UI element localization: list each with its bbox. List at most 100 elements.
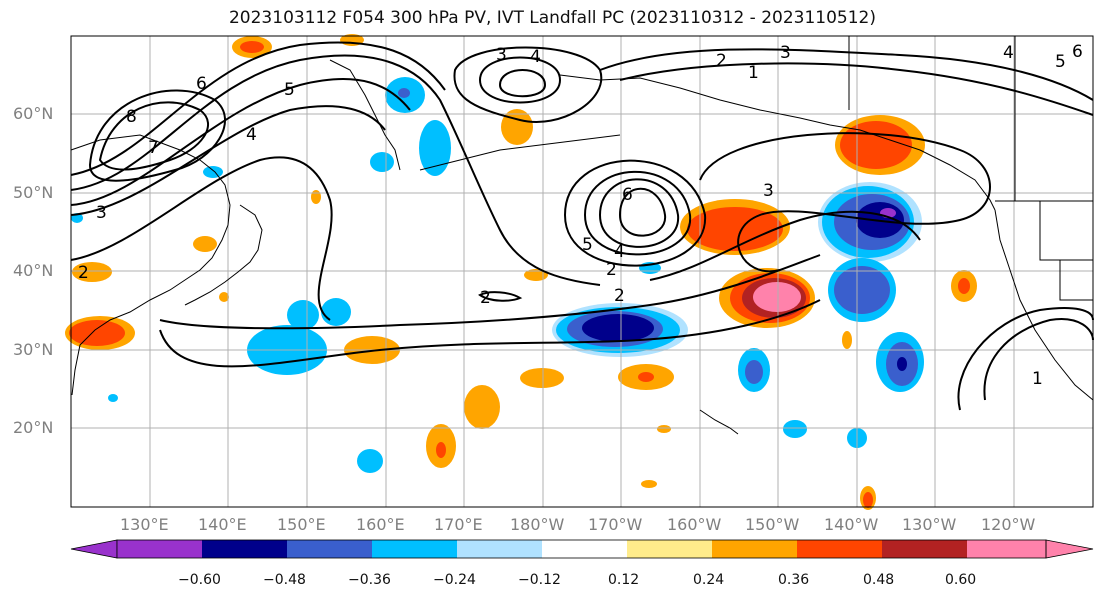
colorbar-extend-low	[70, 539, 118, 559]
colorbar-tick-label: −0.36	[348, 572, 391, 588]
contour-label: 6	[1072, 42, 1083, 62]
lon-label: 150°E	[277, 515, 326, 534]
colorbar-swatch	[202, 540, 287, 558]
colorbar-swatch	[797, 540, 882, 558]
cool-anomaly-blob	[357, 449, 383, 473]
pv-contour-line	[70, 54, 601, 286]
cool-anomaly-blob	[108, 394, 118, 402]
contour-label: 3	[763, 181, 774, 201]
lon-label: 160°E	[356, 515, 405, 534]
colorbar-extend-high	[1045, 539, 1094, 559]
cool-anomaly-blob	[582, 314, 654, 342]
warm-anomaly-blob	[863, 492, 873, 508]
colorbar-swatch	[372, 540, 457, 558]
pv-contour-line	[598, 178, 680, 248]
coastline-alaska	[559, 74, 996, 211]
lon-label: 140°E	[198, 515, 247, 534]
warm-anomaly-blob	[69, 320, 125, 346]
pv-contour-line	[159, 299, 821, 368]
cool-anomaly-blob	[745, 360, 763, 384]
lat-label: 40°N	[13, 261, 54, 280]
contour-label: 5	[1055, 52, 1066, 72]
pv-contour-line	[618, 187, 667, 237]
warm-anomaly-blob	[311, 190, 321, 204]
contour-label: 2	[614, 286, 625, 306]
colorbar-swatch	[967, 540, 1046, 558]
warm-anomaly-blob	[193, 236, 217, 252]
colorbar-swatch	[627, 540, 712, 558]
lon-label: 160°W	[667, 515, 722, 534]
pv-contour-line	[563, 159, 707, 267]
colorbar	[70, 539, 1094, 559]
coastline-namerica-west	[994, 209, 1094, 401]
lon-label: 130°E	[120, 515, 169, 534]
colorbar-tick-label: 0.12	[608, 572, 640, 588]
pv-contour-line	[453, 46, 603, 123]
colorbar-tick-label: −0.24	[433, 572, 476, 588]
map-frame	[70, 35, 1094, 508]
pv-contour-line	[498, 69, 547, 98]
contour-label: 6	[196, 74, 207, 94]
pv-contour-line	[478, 291, 523, 302]
cool-anomaly-blob	[321, 298, 351, 326]
cool-anomaly-blob	[370, 152, 394, 172]
contour-label: 3	[496, 45, 507, 65]
lon-label: 170°E	[434, 515, 483, 534]
pv-contour-line	[98, 101, 210, 171]
contour-label: 5	[582, 235, 593, 255]
pv-contours	[70, 41, 1094, 411]
colorbar-swatch	[457, 540, 542, 558]
lat-label: 20°N	[13, 418, 54, 437]
warm-anomaly-blob	[72, 262, 112, 282]
cool-anomaly-blob	[419, 120, 451, 176]
contour-label: 5	[284, 80, 295, 100]
pv-shading	[65, 34, 977, 510]
pv-contour-line	[70, 41, 446, 176]
warm-anomaly-blob	[464, 385, 500, 429]
pv-contour-line	[88, 89, 227, 182]
lon-label: 120°W	[981, 515, 1036, 534]
border-states-2	[1059, 260, 1093, 301]
colorbar-swatch	[882, 540, 967, 558]
lon-label: 180°W	[510, 515, 565, 534]
cool-anomaly-blob	[834, 266, 890, 314]
warm-anomaly-blob	[240, 41, 264, 53]
warm-anomaly-blob	[657, 425, 671, 433]
colorbar-tick-label: 0.36	[778, 572, 810, 588]
contour-label: 2	[606, 260, 617, 280]
coastline-aleutians	[419, 134, 621, 171]
pv-contour-line	[957, 307, 1094, 411]
colorbar-swatch	[542, 540, 627, 558]
contour-label: 2	[716, 51, 727, 71]
pv-contour-line	[70, 78, 411, 206]
warm-anomaly-blob	[219, 292, 229, 302]
lon-label: 170°W	[588, 515, 643, 534]
warm-anomaly-blob	[753, 282, 801, 312]
warm-anomaly-blob	[436, 442, 446, 458]
cool-anomaly-blob	[897, 357, 907, 371]
cool-anomaly-blob	[203, 166, 223, 178]
colorbar-swatch	[287, 540, 372, 558]
colorbar-tick-label: 0.60	[945, 572, 977, 588]
pv-contour-line	[649, 210, 921, 281]
coastline-japan	[184, 204, 263, 306]
warm-anomaly-blob	[958, 278, 970, 294]
contour-label: 1	[1032, 369, 1043, 389]
warm-anomaly-blob	[687, 207, 783, 251]
warm-anomaly-blob	[641, 480, 657, 488]
contour-label: 4	[1003, 43, 1014, 63]
contour-label: 8	[126, 107, 137, 127]
lat-label: 50°N	[13, 183, 54, 202]
pv-contour-line	[983, 318, 1094, 401]
coastline-hawaii	[699, 409, 739, 435]
contour-label: 2	[78, 263, 89, 283]
pv-contour-line	[159, 254, 821, 330]
chart-title: 2023103112 F054 300 hPa PV, IVT Landfall…	[228, 8, 876, 28]
pv-contour-line	[583, 170, 692, 256]
cool-anomaly-blob	[398, 88, 410, 98]
warm-anomaly-blob	[842, 331, 852, 349]
coastline-kamchatka	[329, 59, 401, 171]
contour-label: 3	[780, 43, 791, 63]
pv-contour-line	[599, 48, 1094, 101]
